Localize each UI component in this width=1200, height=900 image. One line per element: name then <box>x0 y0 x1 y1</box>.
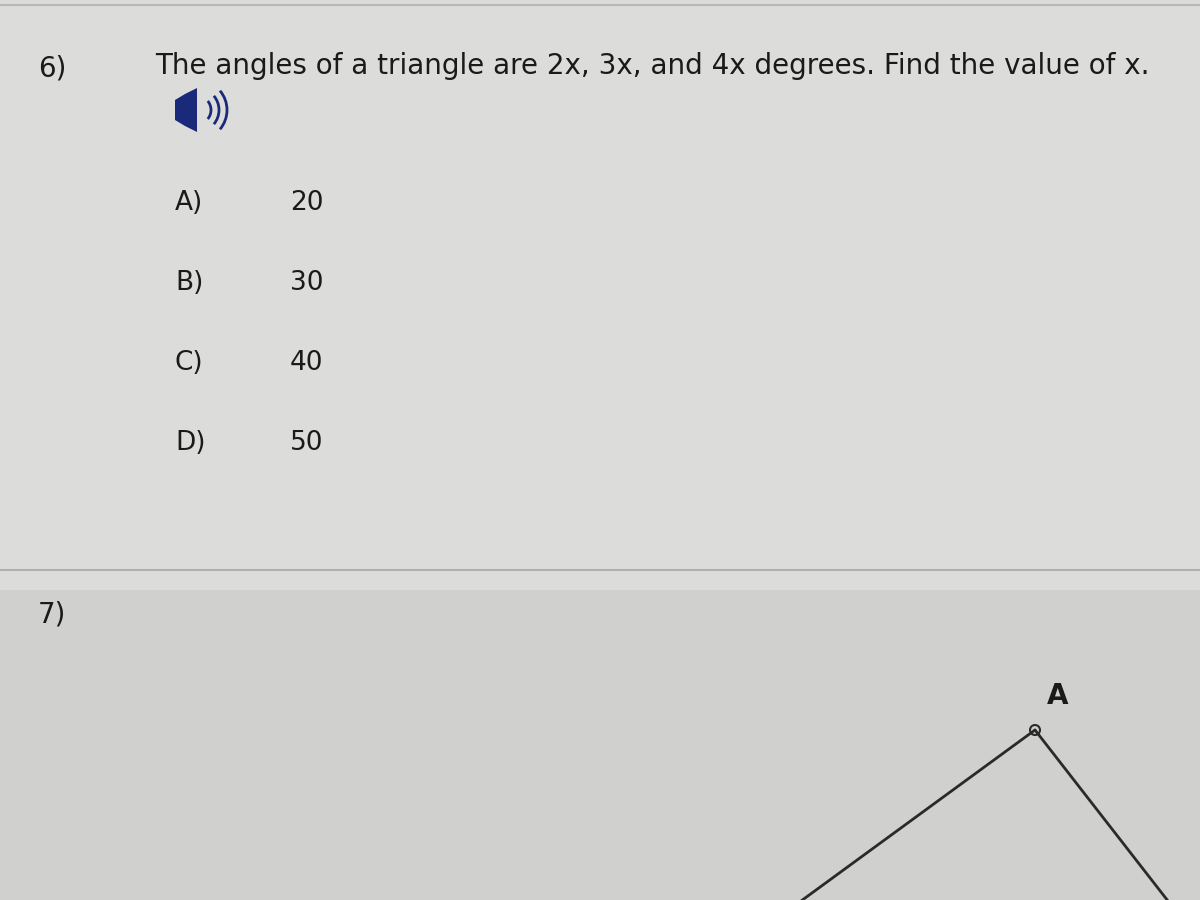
Text: 7): 7) <box>38 600 66 628</box>
Text: 50: 50 <box>290 430 324 456</box>
Text: B): B) <box>175 270 203 296</box>
Text: The angles of a triangle are 2x, 3x, and 4x degrees. Find the value of x.: The angles of a triangle are 2x, 3x, and… <box>155 52 1150 80</box>
Text: A: A <box>1046 682 1068 710</box>
Polygon shape <box>175 94 185 126</box>
Text: D): D) <box>175 430 205 456</box>
FancyBboxPatch shape <box>0 0 1200 590</box>
FancyBboxPatch shape <box>0 590 1200 900</box>
Text: 6): 6) <box>38 55 66 83</box>
Text: C): C) <box>175 350 204 376</box>
Text: A): A) <box>175 190 203 216</box>
Text: 20: 20 <box>290 190 324 216</box>
Text: 40: 40 <box>290 350 324 376</box>
Text: 30: 30 <box>290 270 324 296</box>
Polygon shape <box>185 88 197 132</box>
